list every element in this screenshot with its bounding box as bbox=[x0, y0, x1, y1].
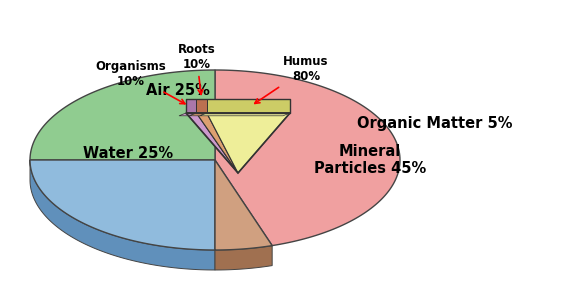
Text: Humus
80%: Humus 80% bbox=[255, 55, 329, 103]
Polygon shape bbox=[200, 113, 290, 116]
Polygon shape bbox=[30, 160, 215, 250]
Text: Mineral
Particles 45%: Mineral Particles 45% bbox=[314, 144, 426, 176]
Text: Air 25%: Air 25% bbox=[146, 83, 210, 98]
Polygon shape bbox=[207, 113, 290, 173]
Polygon shape bbox=[215, 70, 400, 245]
Polygon shape bbox=[215, 245, 272, 270]
Text: Water 25%: Water 25% bbox=[83, 145, 173, 160]
Polygon shape bbox=[30, 160, 215, 270]
Polygon shape bbox=[30, 70, 215, 160]
Polygon shape bbox=[186, 99, 196, 113]
Polygon shape bbox=[207, 99, 290, 113]
Polygon shape bbox=[215, 160, 272, 250]
Polygon shape bbox=[196, 99, 207, 113]
Text: Organisms
10%: Organisms 10% bbox=[96, 60, 185, 104]
Text: Roots
10%: Roots 10% bbox=[178, 43, 216, 94]
Polygon shape bbox=[179, 113, 196, 116]
Polygon shape bbox=[186, 113, 238, 173]
Polygon shape bbox=[189, 113, 207, 116]
Polygon shape bbox=[196, 113, 238, 173]
Text: Organic Matter 5%: Organic Matter 5% bbox=[357, 116, 513, 131]
